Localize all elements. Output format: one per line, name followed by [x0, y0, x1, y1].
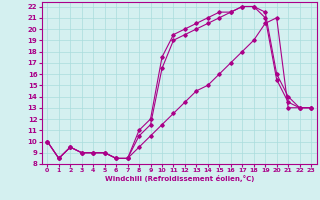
X-axis label: Windchill (Refroidissement éolien,°C): Windchill (Refroidissement éolien,°C): [105, 175, 254, 182]
